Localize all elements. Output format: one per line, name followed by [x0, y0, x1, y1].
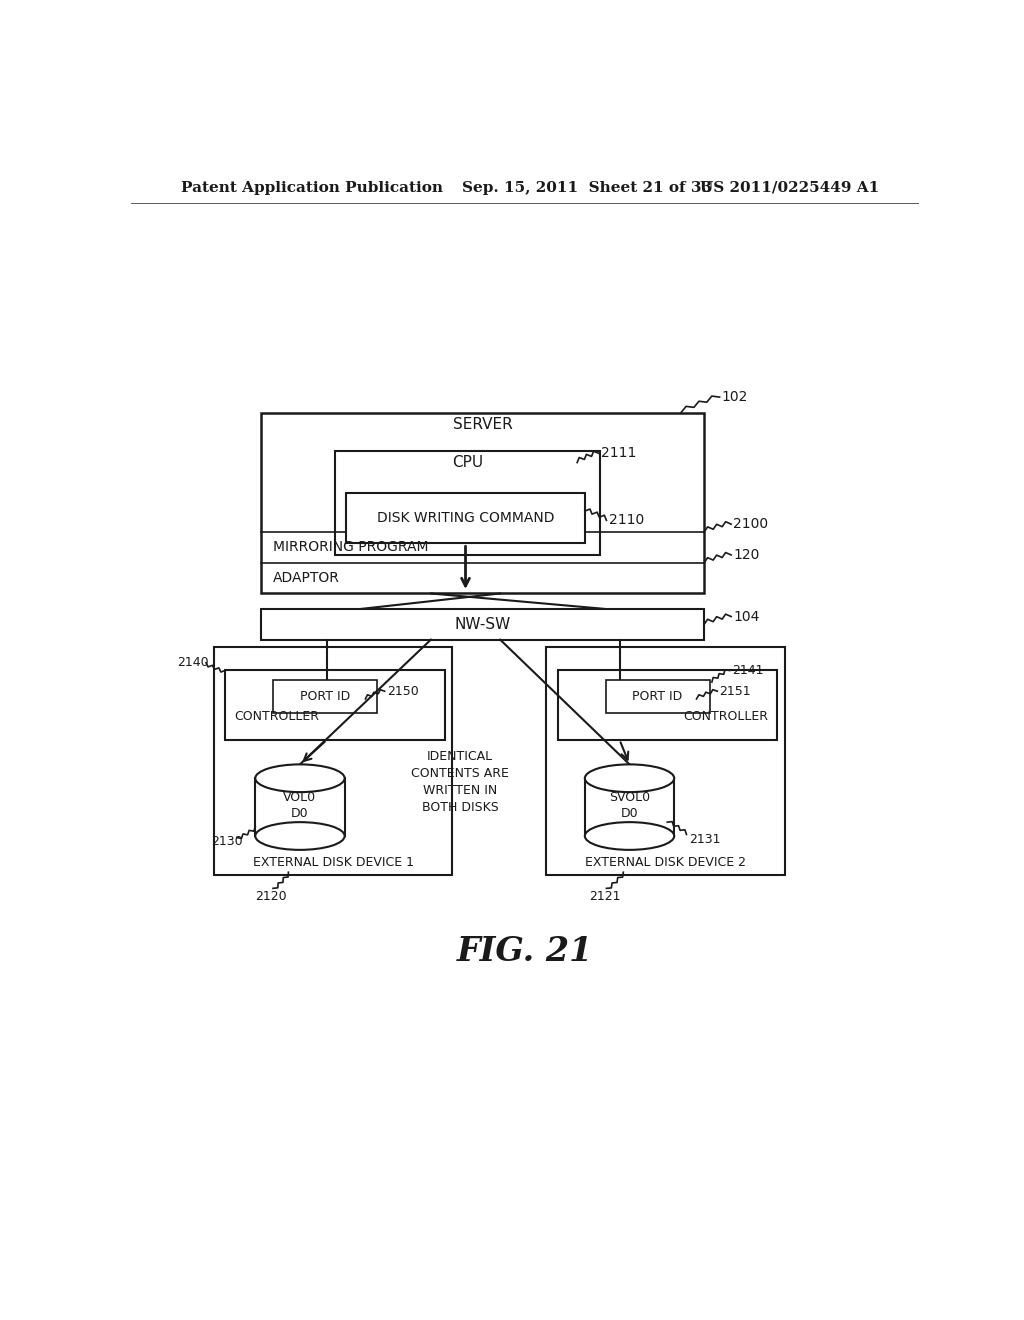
- Text: 2100: 2100: [733, 517, 769, 531]
- Text: Sep. 15, 2011  Sheet 21 of 33: Sep. 15, 2011 Sheet 21 of 33: [462, 181, 712, 194]
- Text: CONTROLLER: CONTROLLER: [234, 710, 319, 723]
- Text: 120: 120: [733, 548, 760, 562]
- Bar: [558, 671, 777, 739]
- Text: 2150: 2150: [387, 685, 419, 698]
- Bar: [273, 681, 377, 713]
- Text: 2111: 2111: [601, 446, 636, 461]
- Text: SERVER: SERVER: [453, 417, 513, 433]
- Text: 2140: 2140: [177, 656, 209, 669]
- Text: CPU: CPU: [452, 455, 483, 470]
- Text: 2120: 2120: [255, 890, 287, 903]
- Text: D0: D0: [621, 807, 638, 820]
- Text: D0: D0: [291, 807, 309, 820]
- Bar: [335, 451, 600, 554]
- Bar: [214, 647, 453, 875]
- Text: MIRRORING PROGRAM: MIRRORING PROGRAM: [273, 540, 428, 554]
- Text: ADAPTOR: ADAPTOR: [273, 572, 340, 585]
- Bar: [261, 609, 705, 640]
- Bar: [605, 681, 710, 713]
- Text: IDENTICAL
CONTENTS ARE
WRITTEN IN
BOTH DISKS: IDENTICAL CONTENTS ARE WRITTEN IN BOTH D…: [412, 750, 509, 814]
- Text: 2110: 2110: [608, 513, 644, 527]
- Text: EXTERNAL DISK DEVICE 1: EXTERNAL DISK DEVICE 1: [253, 855, 414, 869]
- Text: DISK WRITING COMMAND: DISK WRITING COMMAND: [377, 511, 554, 525]
- Bar: [261, 412, 705, 594]
- Text: NW-SW: NW-SW: [455, 616, 511, 632]
- Text: 102: 102: [722, 391, 749, 404]
- Text: EXTERNAL DISK DEVICE 2: EXTERNAL DISK DEVICE 2: [585, 855, 746, 869]
- Text: 2121: 2121: [589, 890, 621, 903]
- Ellipse shape: [585, 764, 674, 792]
- Bar: [585, 779, 674, 836]
- Text: PORT ID: PORT ID: [633, 690, 683, 704]
- Text: 2130: 2130: [211, 834, 243, 847]
- Bar: [346, 494, 585, 544]
- Text: 2131: 2131: [689, 833, 720, 846]
- Text: 2141: 2141: [732, 664, 764, 677]
- Ellipse shape: [585, 822, 674, 850]
- Text: VOL0: VOL0: [284, 792, 316, 804]
- Text: SVOL0: SVOL0: [609, 792, 650, 804]
- Ellipse shape: [255, 822, 345, 850]
- Text: US 2011/0225449 A1: US 2011/0225449 A1: [700, 181, 880, 194]
- Bar: [547, 647, 785, 875]
- Text: CONTROLLER: CONTROLLER: [683, 710, 768, 723]
- Text: Patent Application Publication: Patent Application Publication: [180, 181, 442, 194]
- Text: PORT ID: PORT ID: [300, 690, 350, 704]
- Text: 2151: 2151: [720, 685, 752, 698]
- Bar: [255, 779, 345, 836]
- Text: FIG. 21: FIG. 21: [457, 935, 593, 968]
- Bar: [225, 671, 444, 739]
- Text: 104: 104: [733, 610, 760, 623]
- Ellipse shape: [255, 764, 345, 792]
